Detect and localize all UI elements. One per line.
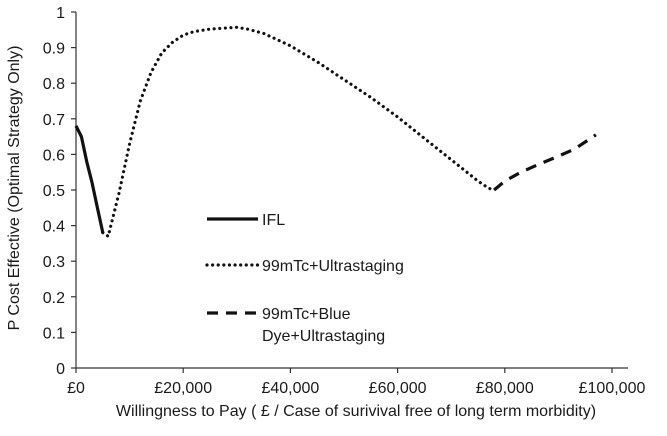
y-tick-label: 0.9 <box>43 41 65 58</box>
series-line-0 <box>74 125 105 234</box>
legend-entry-ifl: IFL <box>207 212 285 229</box>
legend-label-line-1: 99mTc+Blue <box>262 306 351 323</box>
legend-label-99mtc-ultrastaging: 99mTc+Ultrastaging <box>262 258 404 275</box>
x-tick-label: £40,000 <box>261 380 319 397</box>
y-tick-label: 0.4 <box>43 219 65 236</box>
series-line-2 <box>493 133 597 192</box>
y-tick-label: 0.1 <box>43 325 65 342</box>
y-tick-label: 0.3 <box>43 254 65 271</box>
legend-entry-99mtc-ultrastaging: 99mTc+Ultrastaging <box>205 258 404 275</box>
y-ticks: 0 0.1 0.2 0.3 0.4 0.5 0.6 0.7 0.8 0.9 1 <box>43 5 76 378</box>
x-ticks: £0 £20,000 £40,000 £60,000 £80,000 £100,000 <box>67 368 645 397</box>
legend-entry-99mtc-blue-dye-ultrastaging: 99mTc+Blue Dye+Ultrastaging <box>207 306 385 345</box>
y-axis-title: P Cost Effective (Optimal Strategy Only) <box>6 46 23 331</box>
series-line-1 <box>101 25 496 238</box>
legend-label-line-2: Dye+Ultrastaging <box>262 328 385 345</box>
plot-area: 00.10.20.30.40.50.60.70.80.91 £0 £20,000 £… <box>43 5 646 397</box>
x-tick-label: £60,000 <box>369 380 427 397</box>
legend: IFL 99mTc+Ultrastaging 99mTc+Blue Dye+Ul… <box>205 212 404 345</box>
legend-label-99mtc-blue-dye-ultrastaging: 99mTc+Blue Dye+Ultrastaging <box>262 306 385 345</box>
y-tick-label: 0.6 <box>43 147 65 164</box>
x-axis-title: Willingness to Pay ( £ / Case of suriviv… <box>116 403 596 420</box>
x-tick-label: £20,000 <box>154 380 212 397</box>
y-tick-label: 0.7 <box>43 112 65 129</box>
x-tick-label: £80,000 <box>476 380 534 397</box>
y-tick-label: 0.8 <box>43 76 65 93</box>
series-group <box>74 25 597 238</box>
x-tick-label: £100,000 <box>579 380 646 397</box>
legend-label-ifl: IFL <box>262 212 285 229</box>
y-tick-label: 0.2 <box>43 290 65 307</box>
y-tick-label: 1 <box>56 5 65 22</box>
y-tick-label: 0 <box>56 361 65 378</box>
x-tick-label: £0 <box>67 380 85 397</box>
y-tick-label: 0.5 <box>43 183 65 200</box>
